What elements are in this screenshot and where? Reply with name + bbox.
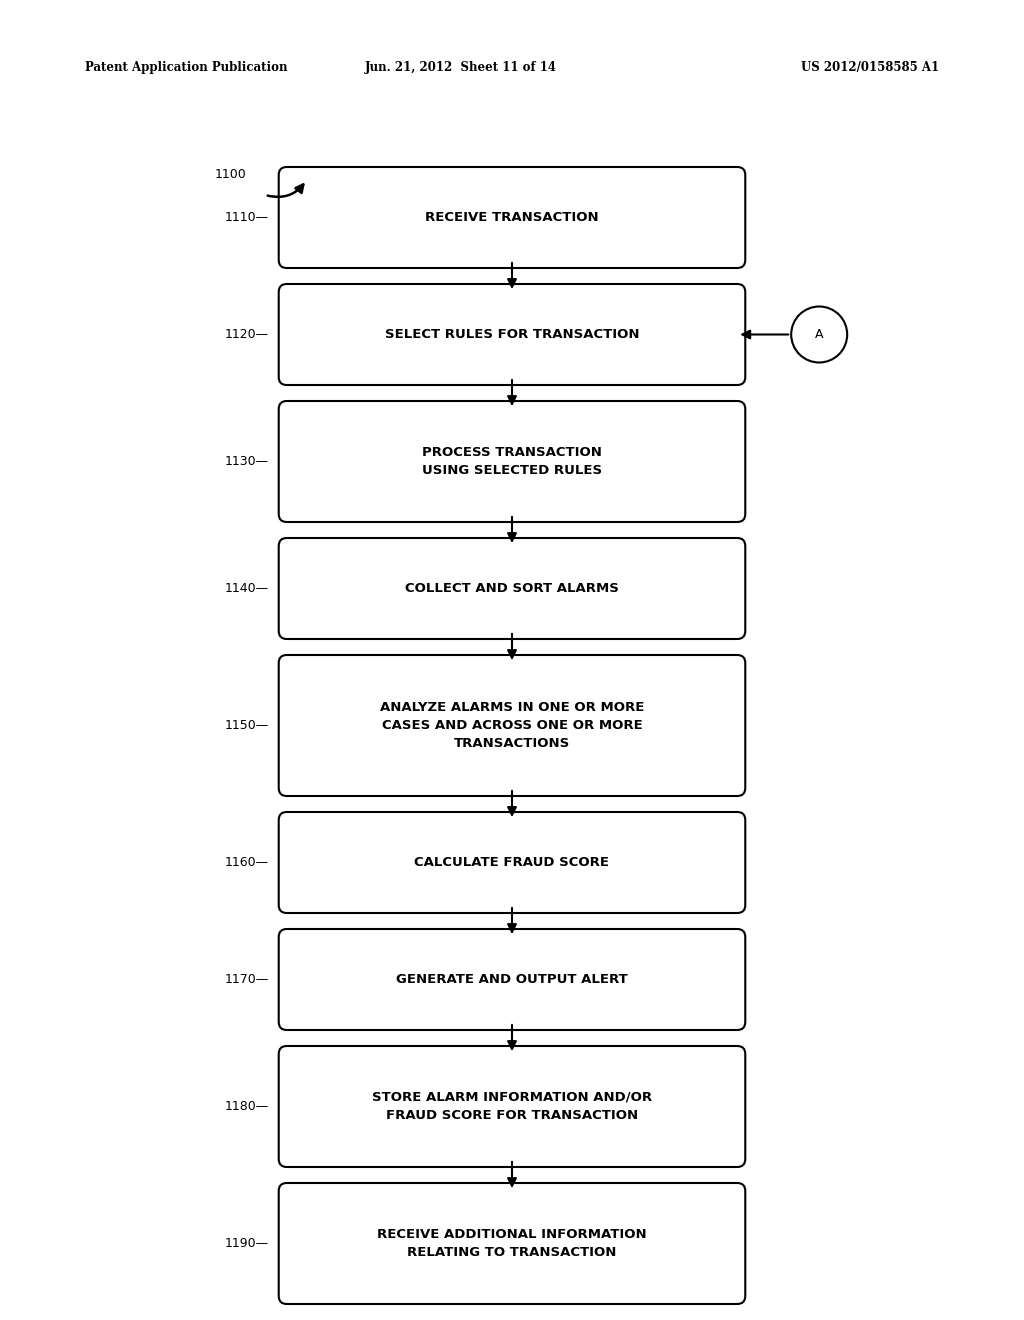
Text: CALCULATE FRAUD SCORE: CALCULATE FRAUD SCORE (415, 855, 609, 869)
Text: STORE ALARM INFORMATION AND/OR
FRAUD SCORE FOR TRANSACTION: STORE ALARM INFORMATION AND/OR FRAUD SCO… (372, 1092, 652, 1122)
Text: Patent Application Publication: Patent Application Publication (85, 62, 288, 74)
Text: 1190—: 1190— (224, 1237, 268, 1250)
FancyBboxPatch shape (279, 401, 745, 521)
FancyBboxPatch shape (279, 929, 745, 1030)
Text: US 2012/0158585 A1: US 2012/0158585 A1 (801, 62, 939, 74)
Text: 1120—: 1120— (224, 327, 268, 341)
Text: PROCESS TRANSACTION
USING SELECTED RULES: PROCESS TRANSACTION USING SELECTED RULES (422, 446, 602, 477)
Text: A: A (815, 327, 823, 341)
Text: Jun. 21, 2012  Sheet 11 of 14: Jun. 21, 2012 Sheet 11 of 14 (365, 62, 557, 74)
FancyBboxPatch shape (279, 655, 745, 796)
FancyBboxPatch shape (279, 284, 745, 385)
Text: 1130—: 1130— (224, 455, 268, 469)
FancyBboxPatch shape (279, 1045, 745, 1167)
Text: SELECT RULES FOR TRANSACTION: SELECT RULES FOR TRANSACTION (385, 327, 639, 341)
FancyBboxPatch shape (279, 1183, 745, 1304)
Text: 1140—: 1140— (224, 582, 268, 595)
Text: 1110—: 1110— (224, 211, 268, 224)
Text: ANALYZE ALARMS IN ONE OR MORE
CASES AND ACROSS ONE OR MORE
TRANSACTIONS: ANALYZE ALARMS IN ONE OR MORE CASES AND … (380, 701, 644, 750)
Text: 1100: 1100 (215, 169, 247, 181)
Text: RECEIVE ADDITIONAL INFORMATION
RELATING TO TRANSACTION: RECEIVE ADDITIONAL INFORMATION RELATING … (377, 1228, 647, 1259)
Text: 1170—: 1170— (224, 973, 268, 986)
Text: RECEIVE TRANSACTION: RECEIVE TRANSACTION (425, 211, 599, 224)
FancyBboxPatch shape (279, 539, 745, 639)
FancyBboxPatch shape (279, 168, 745, 268)
Text: COLLECT AND SORT ALARMS: COLLECT AND SORT ALARMS (406, 582, 618, 595)
Text: GENERATE AND OUTPUT ALERT: GENERATE AND OUTPUT ALERT (396, 973, 628, 986)
FancyBboxPatch shape (279, 812, 745, 913)
Text: 1180—: 1180— (224, 1100, 268, 1113)
Text: 1150—: 1150— (224, 719, 268, 733)
Text: 1160—: 1160— (224, 855, 268, 869)
